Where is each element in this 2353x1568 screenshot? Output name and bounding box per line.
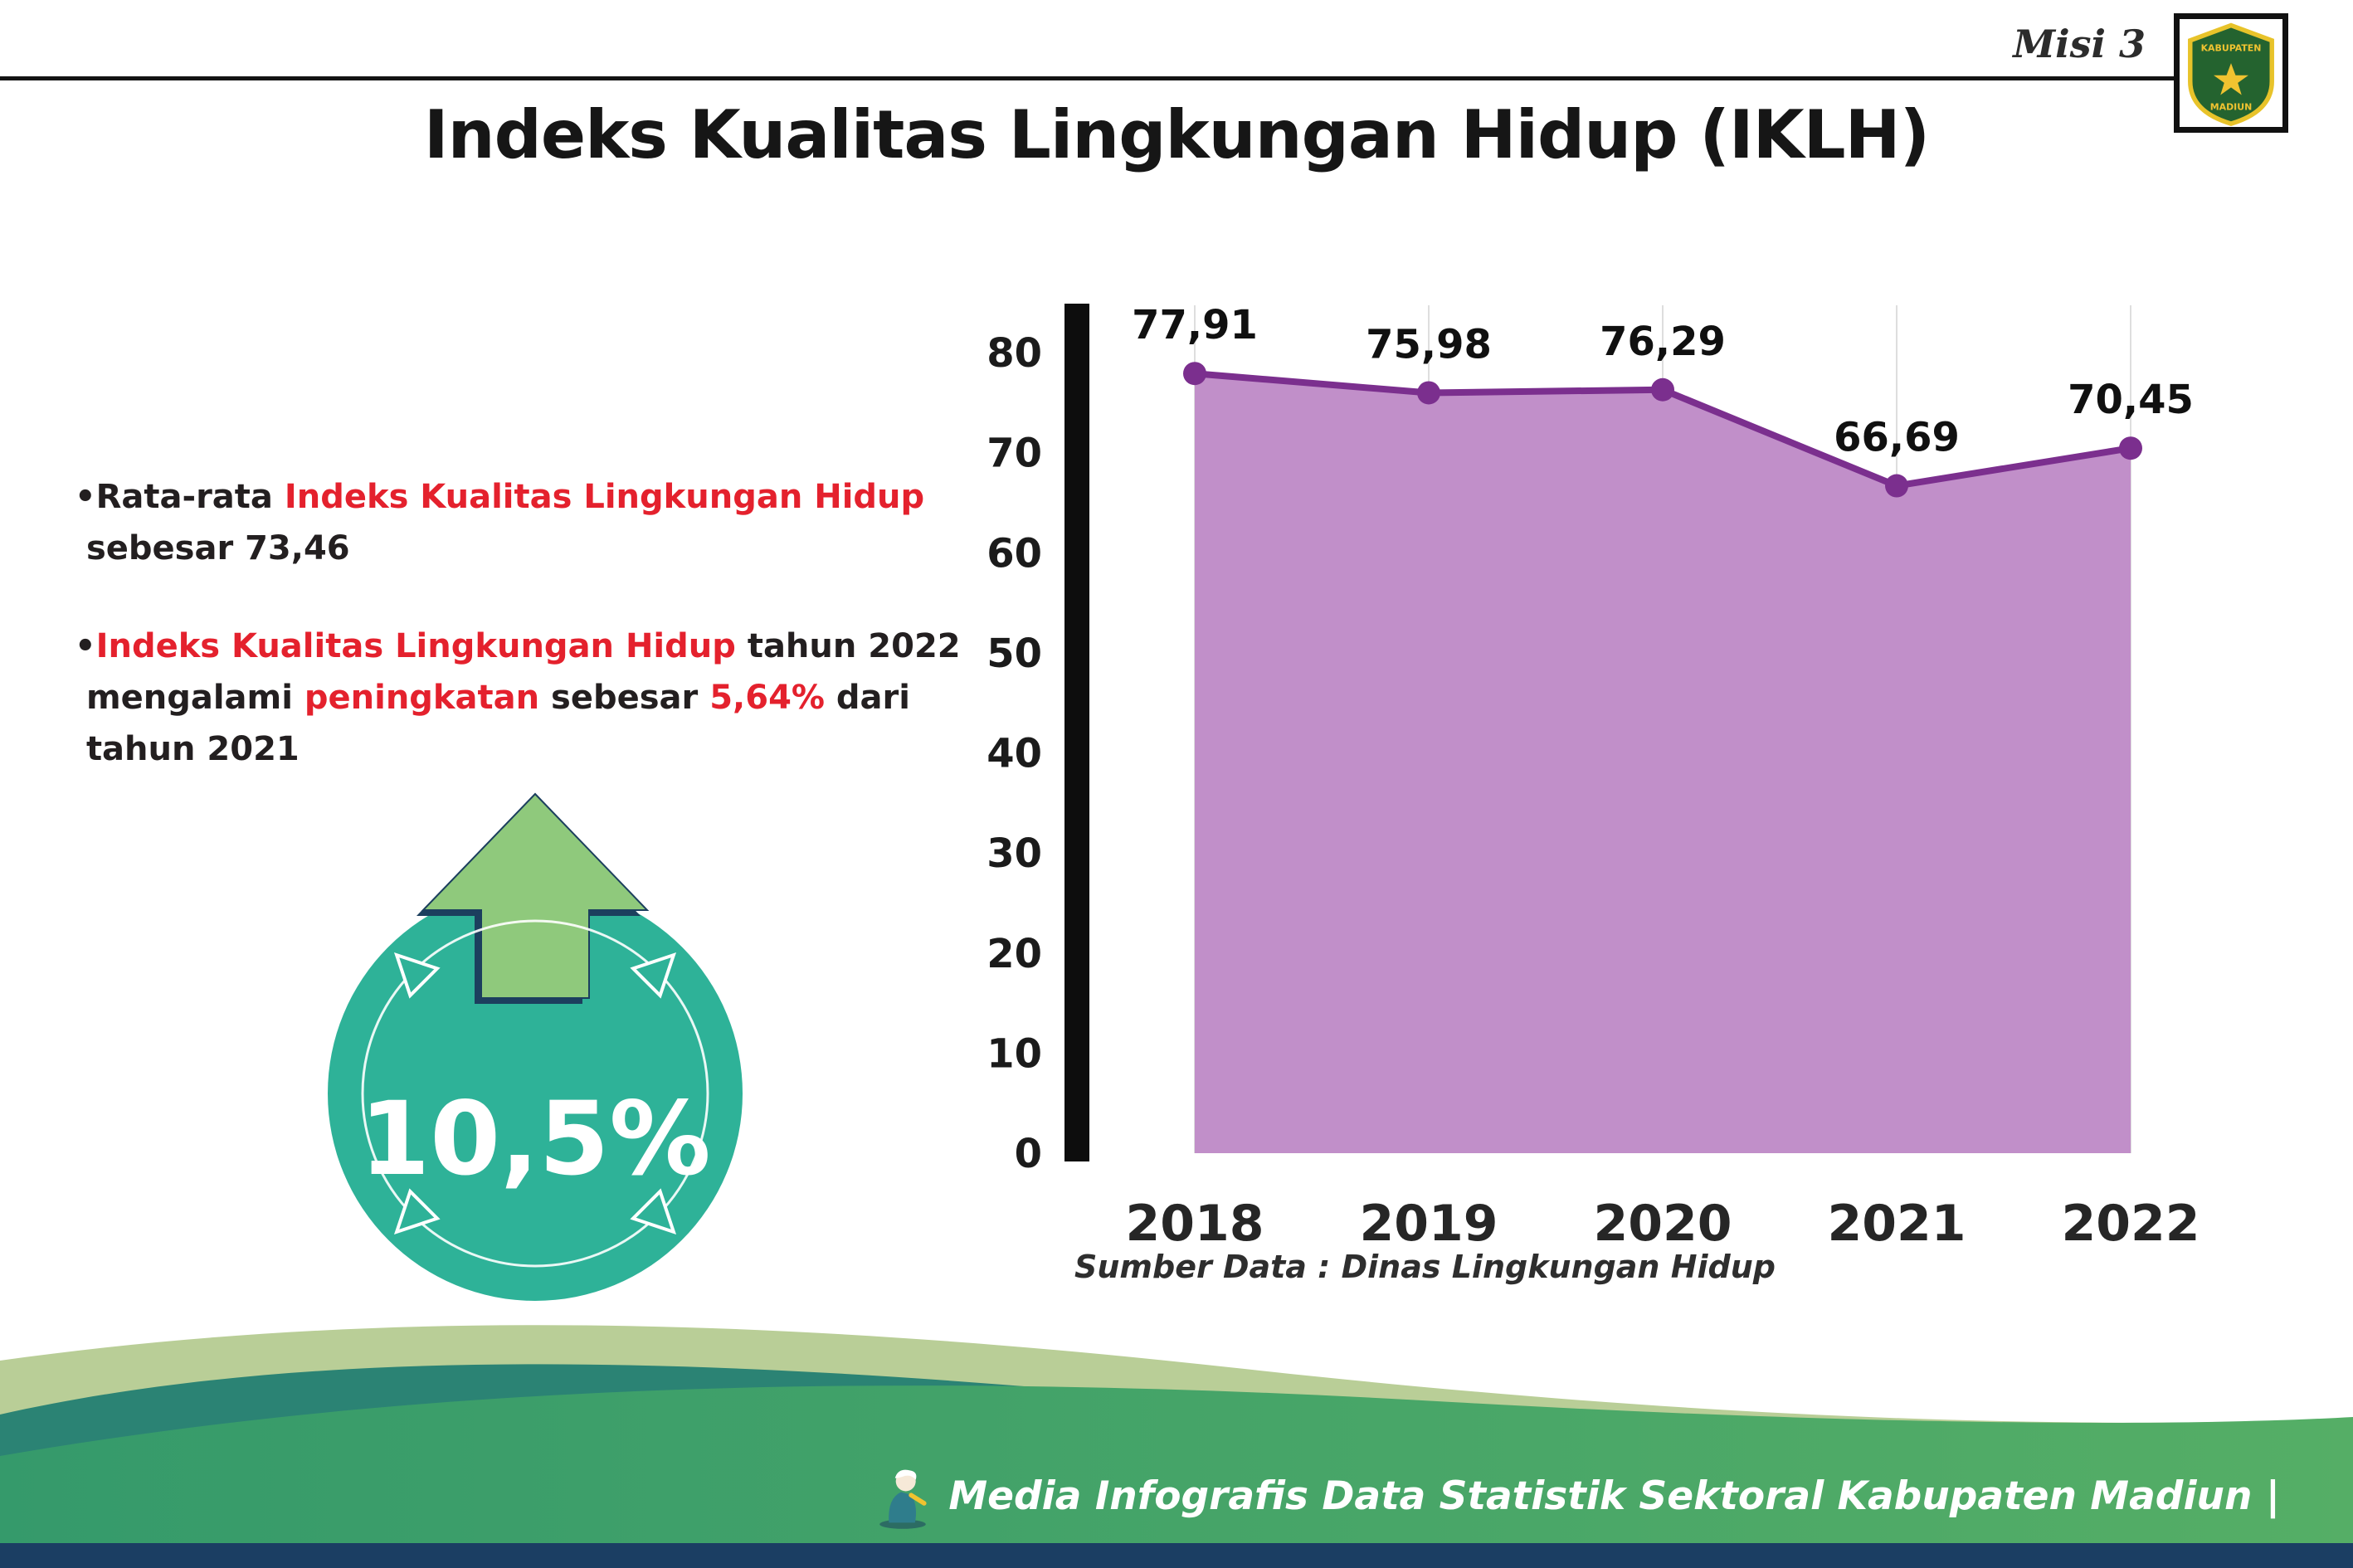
writer-icon bbox=[879, 1469, 927, 1529]
bullet-highlight: 5,64% bbox=[709, 679, 825, 717]
svg-text:75,98: 75,98 bbox=[1366, 321, 1492, 368]
misi-label: Misi 3 bbox=[2013, 22, 2146, 66]
header-divider bbox=[0, 76, 2175, 80]
bullet-list: •Rata-rata Indeks Kualitas Lingkungan Hi… bbox=[75, 471, 1045, 821]
bullet-text: sebesar 73,46 bbox=[85, 529, 350, 567]
bullet-text: •Rata-rata bbox=[75, 478, 285, 516]
increase-badge: 10,5% bbox=[305, 784, 770, 1332]
bullet-iklh-increase: •Indeks Kualitas Lingkungan Hidup tahun … bbox=[75, 621, 1045, 775]
svg-text:66,69: 66,69 bbox=[1834, 415, 1960, 461]
bullet-average-iklh: •Rata-rata Indeks Kualitas Lingkungan Hi… bbox=[75, 471, 1045, 574]
svg-text:0: 0 bbox=[1015, 1131, 1042, 1177]
svg-text:2021: 2021 bbox=[1828, 1195, 1966, 1253]
badge-tick-icons bbox=[393, 952, 677, 1235]
bullet-highlight: peningkatan bbox=[304, 679, 540, 717]
bullet-highlight: Indeks Kualitas Lingkungan Hidup bbox=[284, 478, 925, 516]
svg-text:2020: 2020 bbox=[1594, 1195, 1732, 1253]
badge-value: 10,5% bbox=[359, 1080, 710, 1198]
footer-navy-strip bbox=[0, 1543, 2353, 1568]
svg-text:MADIUN: MADIUN bbox=[2210, 102, 2253, 113]
footer-wave-green bbox=[0, 1385, 2353, 1568]
increase-badge-graphic: 10,5% bbox=[328, 792, 743, 1301]
footer-caption: Media Infografis Data Statistik Sektoral… bbox=[872, 1460, 2280, 1531]
bullet-text: dari tahun 2021 bbox=[85, 679, 910, 768]
badge-ring bbox=[361, 919, 709, 1268]
shield-icon: KABUPATEN MADIUN bbox=[2188, 22, 2274, 126]
kabupaten-madiun-logo: KABUPATEN MADIUN bbox=[2174, 13, 2288, 133]
chart-source: Sumber Data : Dinas Lingkungan Hidup bbox=[1074, 1249, 1776, 1285]
svg-text:2019: 2019 bbox=[1360, 1195, 1498, 1253]
bullet-text: tahun 2022 mengalami bbox=[85, 627, 961, 717]
svg-text:30: 30 bbox=[987, 830, 1042, 877]
bullet-text: • bbox=[75, 627, 96, 665]
arrow-up-icon bbox=[417, 792, 650, 1004]
page-title: Indeks Kualitas Lingkungan Hidup (IKLH) bbox=[423, 96, 1930, 173]
svg-text:10: 10 bbox=[987, 1030, 1042, 1077]
svg-text:70,45: 70,45 bbox=[2068, 377, 2194, 423]
footer-caption-text: Media Infografis Data Statistik Sektoral… bbox=[948, 1473, 2280, 1519]
svg-text:20: 20 bbox=[987, 931, 1042, 977]
svg-text:80: 80 bbox=[987, 330, 1042, 377]
svg-text:76,29: 76,29 bbox=[1600, 319, 1726, 365]
badge-circle bbox=[328, 886, 743, 1301]
svg-text:2018: 2018 bbox=[1126, 1195, 1264, 1253]
svg-text:70: 70 bbox=[987, 431, 1042, 477]
bullet-highlight: Indeks Kualitas Lingkungan Hidup bbox=[95, 627, 736, 665]
footer-wave bbox=[0, 1325, 2353, 1568]
bullet-text: sebesar bbox=[539, 679, 710, 717]
svg-text:2022: 2022 bbox=[2062, 1195, 2200, 1253]
svg-text:77,91: 77,91 bbox=[1132, 302, 1258, 348]
svg-text:KABUPATEN: KABUPATEN bbox=[2201, 43, 2262, 54]
